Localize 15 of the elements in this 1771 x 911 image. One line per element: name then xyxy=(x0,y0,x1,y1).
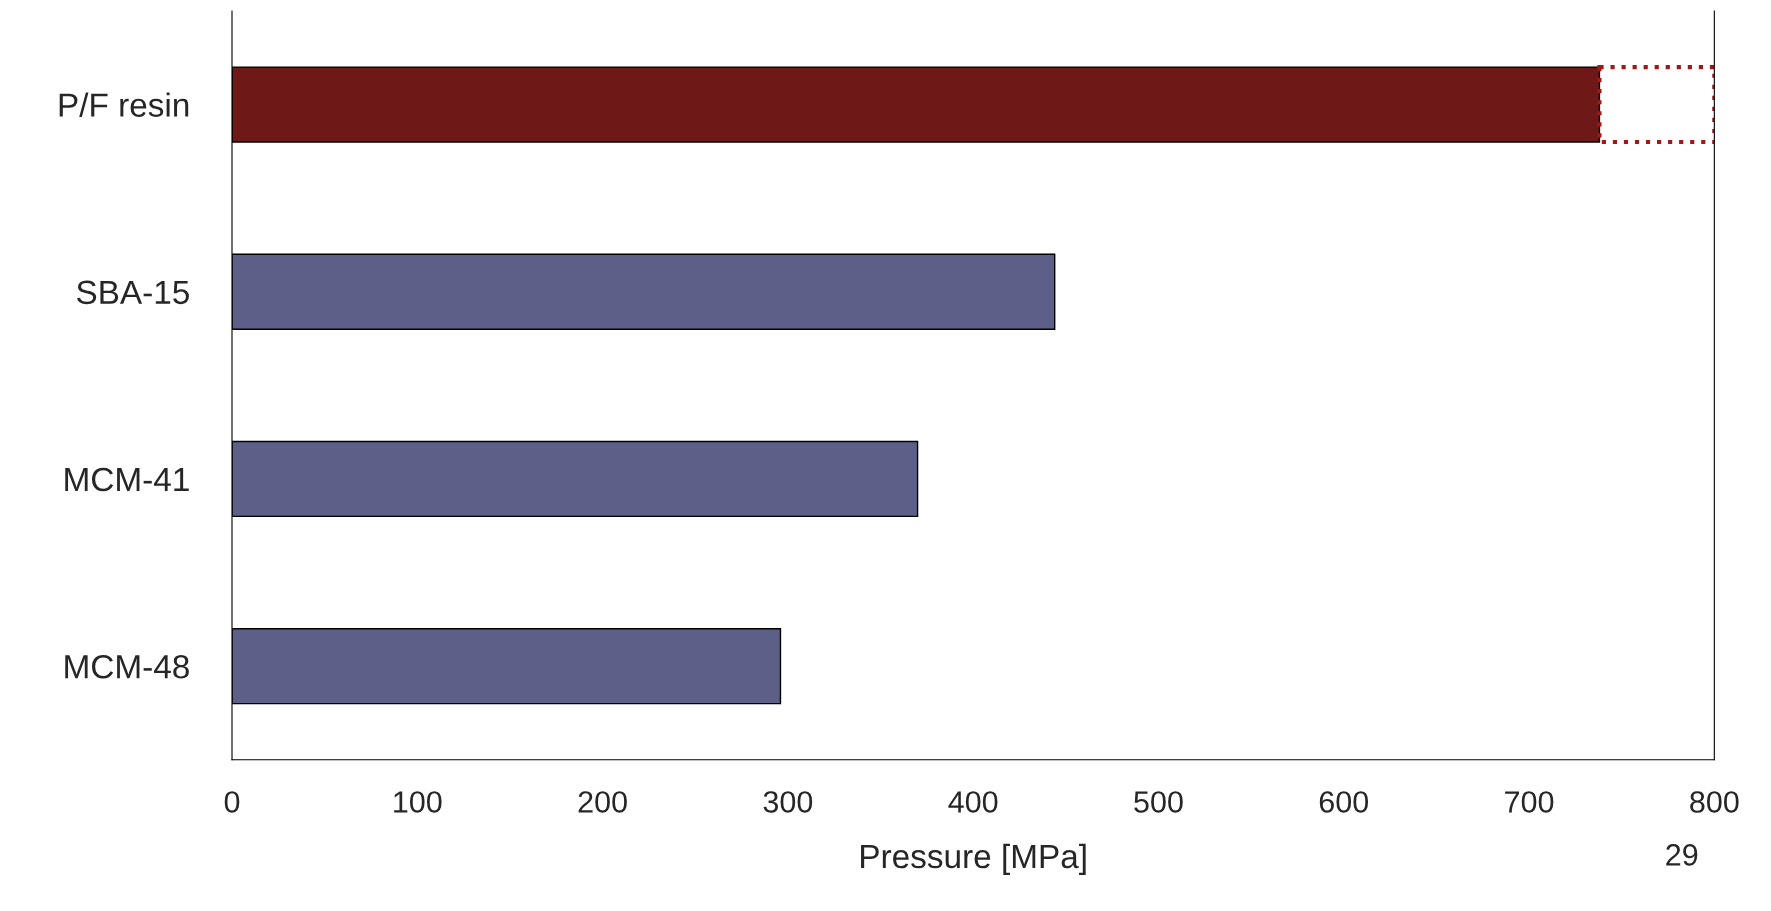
x-axis-title: Pressure [MPa] xyxy=(861,843,1086,875)
x-tick-label: 500 xyxy=(1134,791,1183,813)
x-tick-label: 100 xyxy=(394,791,442,813)
y-tick-label: MCM-48 xyxy=(65,654,189,679)
x-tick-label: 0 xyxy=(224,791,240,813)
x-tick-label: 700 xyxy=(1505,791,1554,813)
text: 29 xyxy=(1666,844,1698,866)
x-tick-label: 300 xyxy=(763,791,813,813)
x-tick-label: 800 xyxy=(1690,791,1739,813)
y-tick-label: P/F resin xyxy=(59,92,189,117)
x-tick-label: 200 xyxy=(578,791,627,813)
x-tick-label: 600 xyxy=(1319,791,1369,813)
y-tick-label: SBA-15 xyxy=(76,280,189,305)
x-tick-label: 400 xyxy=(948,791,998,813)
y-tick-label: MCM-41 xyxy=(65,467,189,492)
